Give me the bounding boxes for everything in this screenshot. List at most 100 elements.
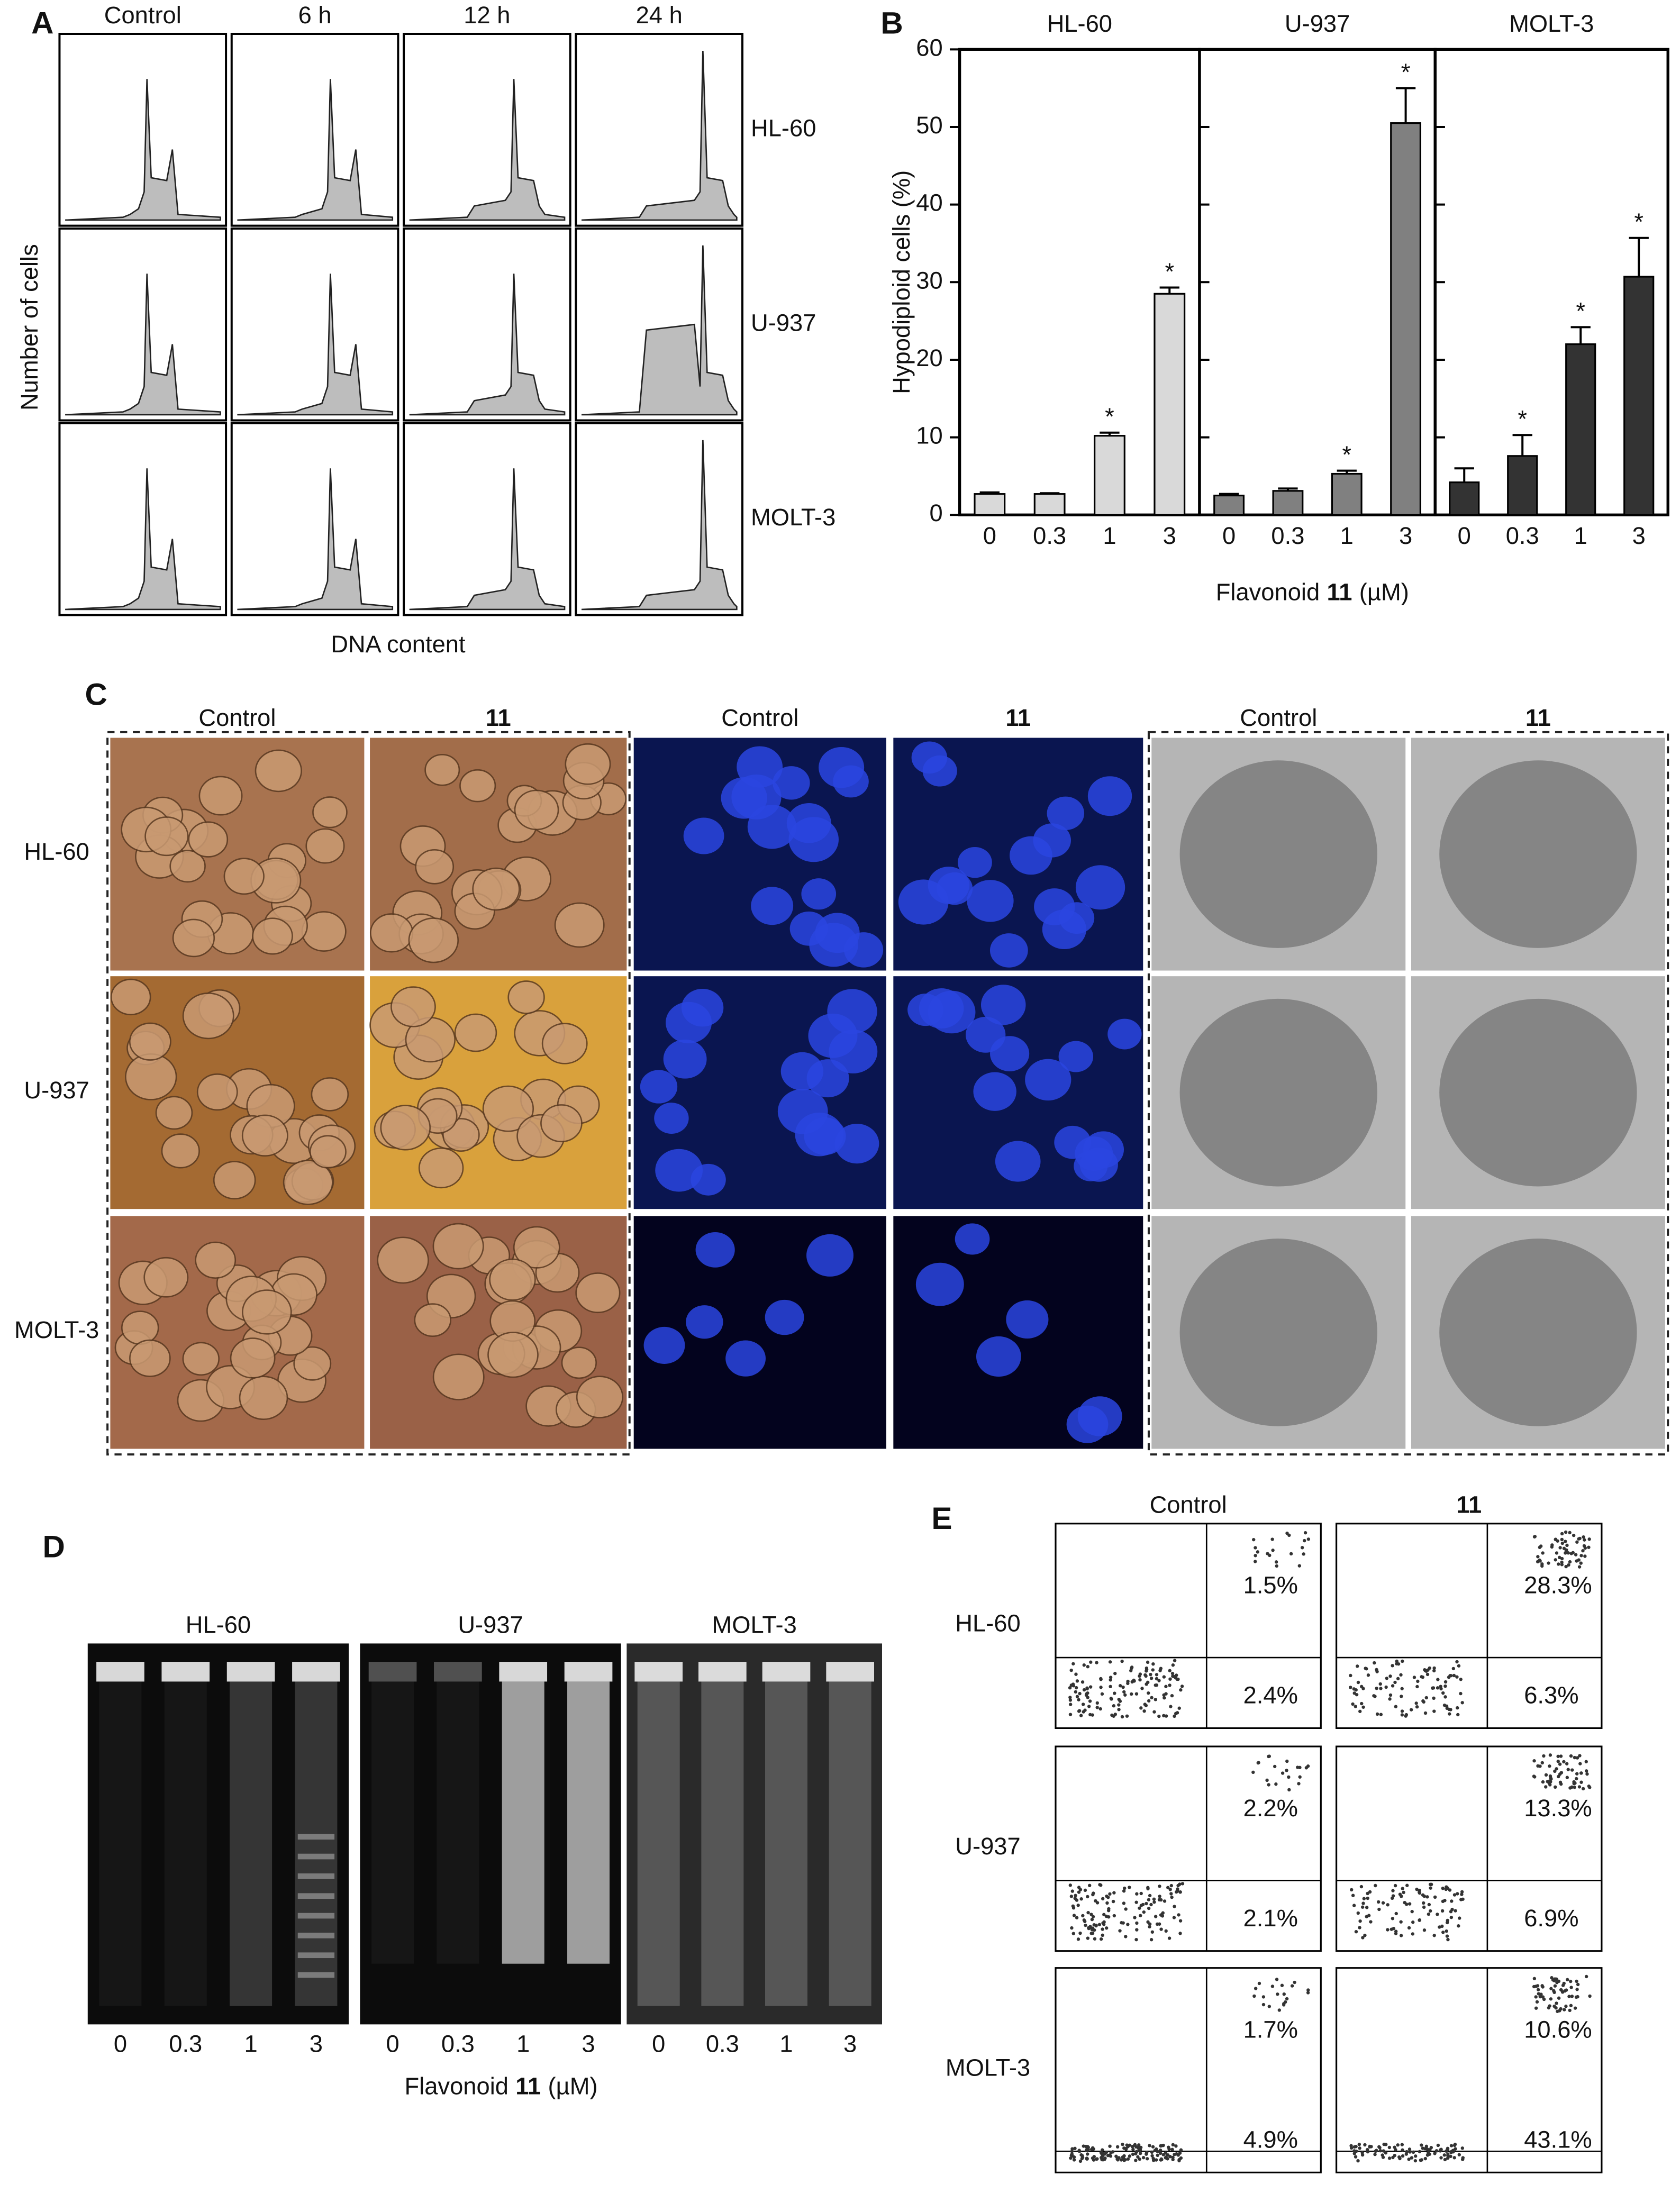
cell (1058, 1041, 1094, 1072)
percent-lower: 2.4% (1243, 1682, 1298, 1709)
cell-dot (1558, 1762, 1562, 1766)
cell-dot (1436, 1678, 1440, 1681)
significance-marker: * (1105, 403, 1114, 430)
cell-dot (1086, 1936, 1090, 1940)
scatter-frame (1055, 1523, 1322, 1729)
column-header: 11 (1005, 704, 1031, 731)
histogram-trace (65, 468, 221, 611)
gel-smear (701, 1681, 744, 2006)
cell-dot (1584, 1760, 1588, 1764)
cell-dot (1355, 2149, 1358, 2153)
cell-dot (1111, 2150, 1115, 2154)
cell-dot (1081, 1703, 1085, 1706)
cell-dot (1071, 1662, 1075, 1665)
cell-dot (1425, 2153, 1430, 2157)
cell (540, 1104, 583, 1143)
cell-dot (1170, 1671, 1175, 1676)
cell-dot (1565, 1762, 1569, 1765)
cell (223, 858, 265, 895)
cell-dot (1459, 1691, 1463, 1696)
cell-dot (1150, 1696, 1154, 1699)
cell-dot (1072, 2155, 1076, 2159)
cell (513, 1226, 560, 1269)
cell-dot (1109, 1678, 1112, 1682)
cell-dot (1093, 1937, 1097, 1941)
cell-dot (1156, 2153, 1159, 2158)
cell-dot (1163, 1696, 1166, 1700)
percent-lower: 6.3% (1524, 1682, 1578, 1709)
cell-dot (1352, 1687, 1356, 1691)
cell-dot (1297, 1564, 1302, 1568)
cell (554, 902, 605, 948)
cell-dot (1451, 1667, 1456, 1671)
cell-dot (1351, 1702, 1355, 1706)
cell-dot (1178, 1932, 1182, 1935)
cell-dot (1414, 1701, 1418, 1705)
row-label: MOLT-3 (946, 2054, 1030, 2081)
cell-dot (1101, 2148, 1104, 2152)
cell-dot (1289, 1552, 1293, 1556)
cell-dot (1565, 1776, 1569, 1779)
cell-dot (1456, 1892, 1459, 1896)
cell-dot (1149, 1676, 1154, 1680)
cell-dot (1134, 2152, 1138, 2156)
cell-dot (1388, 1697, 1392, 1701)
cell (654, 1103, 689, 1134)
cell-dot (1122, 1901, 1126, 1905)
cell-dot (1400, 1709, 1404, 1713)
cell-dot (1381, 2153, 1384, 2157)
cell-dot (1386, 1928, 1390, 1932)
gel-band (297, 1834, 335, 1840)
cell-dot (1148, 1925, 1151, 1929)
cell-dot (1121, 1685, 1125, 1689)
cell-dot (1443, 1684, 1447, 1688)
cell-dot (1564, 1540, 1567, 1543)
scatter-frame (1335, 1523, 1603, 1729)
cell-dot (1378, 2149, 1383, 2153)
cell-dot (1115, 2145, 1120, 2149)
cell-dot (1579, 1780, 1583, 1784)
column-header: Control (104, 2, 181, 29)
cell (561, 1346, 597, 1379)
cell-dot (1422, 1894, 1427, 1898)
cell-dot (1402, 1890, 1405, 1895)
cell-dot (1174, 2144, 1178, 2148)
cell-dot (1124, 2146, 1128, 2151)
cell-dot (1158, 1895, 1161, 1898)
cell-dot (1133, 2143, 1137, 2147)
cell-dot (1068, 1696, 1072, 1699)
cell-dot (1579, 1771, 1583, 1775)
cell-dot (1077, 1890, 1081, 1894)
cell-dot (1086, 2145, 1089, 2149)
cell (188, 821, 229, 858)
cell-dot (1352, 2152, 1356, 2155)
cell-dot (1358, 1919, 1362, 1923)
cell-dot (1360, 2153, 1365, 2157)
cell-dot (1091, 2156, 1095, 2160)
cell-dot (1145, 1669, 1148, 1673)
cell (777, 1089, 828, 1134)
cell-dot (1256, 1761, 1260, 1765)
percent-upper: 1.5% (1243, 1572, 1298, 1599)
cell-dot (1392, 1926, 1396, 1931)
cell-dot (1414, 2154, 1418, 2158)
cell-dot (1555, 1767, 1558, 1771)
cell-dot (1366, 2150, 1370, 2154)
cell-dot (1401, 2148, 1404, 2152)
cell-dot (1547, 1561, 1550, 1565)
cell-dot (1544, 1773, 1548, 1777)
gel-smear (765, 1681, 808, 2006)
cell-dot (1575, 1772, 1579, 1776)
cell-dot (1179, 2156, 1183, 2160)
cell-dot (1157, 1714, 1161, 1718)
cell-dot (1356, 1664, 1359, 1668)
cell-dot (1128, 2154, 1132, 2158)
panel-label: E (931, 1501, 952, 1536)
cell-dot (1407, 2147, 1412, 2151)
cell (129, 1022, 171, 1061)
histogram-trace (581, 440, 738, 611)
cell-dot (1400, 1695, 1403, 1698)
cell-dot (1144, 1704, 1148, 1707)
significance-marker: * (1401, 59, 1411, 86)
cell-dot (1351, 1894, 1355, 1897)
